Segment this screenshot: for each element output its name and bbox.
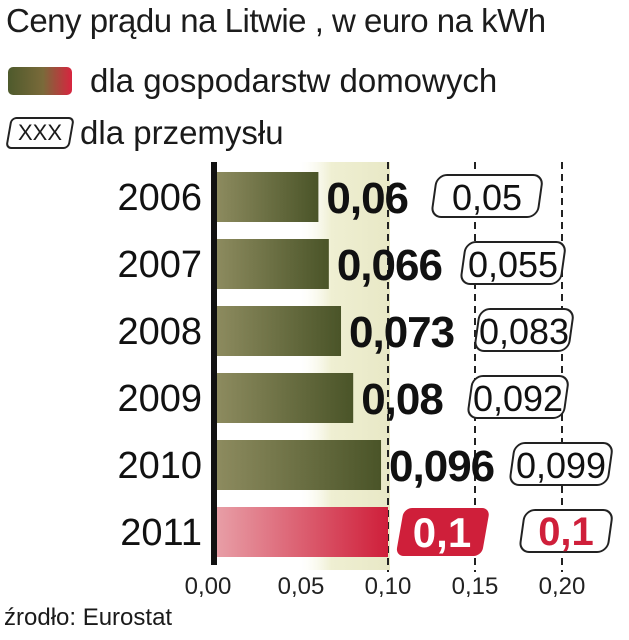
year-label-2010: 2010 <box>117 445 202 487</box>
bar-households-2010 <box>214 440 382 490</box>
bar-chart: 2006 0,06 0,05 2007 0,066 0,055 2008 0,073 0,083… <box>117 162 613 600</box>
value-box-industry-2011 <box>519 509 613 553</box>
year-label-2006: 2006 <box>117 177 202 219</box>
bar-households-2006 <box>214 172 319 222</box>
x-tick-2: 0,10 <box>365 573 412 600</box>
legend-label-industry: dla przemysłu <box>80 114 284 151</box>
x-tick-1: 0,05 <box>278 573 325 600</box>
value-industry-2010: 0,099 <box>516 445 606 486</box>
legend-swatch-households <box>8 67 72 95</box>
bar-households-2011 <box>214 507 388 557</box>
value-households-2009: 0,08 <box>361 375 443 424</box>
year-label-2011: 2011 <box>120 512 202 554</box>
value-box-households-2011 <box>396 508 489 556</box>
year-label-2009: 2009 <box>117 378 202 420</box>
value-households-2011: 0,1 <box>413 509 471 556</box>
value-households-2006: 0,06 <box>326 174 408 223</box>
legend-households: dla gospodarstw domowych <box>8 62 497 100</box>
value-box-industry-2010 <box>509 442 613 486</box>
value-box-industry-2008 <box>474 308 574 352</box>
bar-households-2009 <box>214 373 354 423</box>
value-households-2008: 0,073 <box>349 308 454 357</box>
value-industry-2011: 0,1 <box>538 510 594 554</box>
x-tick-4: 0,20 <box>539 573 586 600</box>
value-industry-2007: 0,055 <box>468 244 558 285</box>
highlight-band <box>300 162 390 570</box>
legend-label-households: dla gospodarstw domowych <box>90 62 498 99</box>
x-tick-3: 0,15 <box>452 573 499 600</box>
bar-households-2008 <box>214 306 342 356</box>
chart-title: Ceny prądu na Litwie , w euro na kWh <box>6 2 546 39</box>
value-box-industry-2007 <box>460 241 566 285</box>
value-industry-2009: 0,092 <box>473 378 563 419</box>
value-box-industry-2006 <box>431 174 543 218</box>
value-industry-2008: 0,083 <box>479 311 569 352</box>
x-tick-0: 0,00 <box>185 573 232 600</box>
source-note: źrodło: Eurostat <box>4 604 173 631</box>
value-industry-2006: 0,05 <box>452 177 522 218</box>
value-households-2010: 0,096 <box>389 442 494 491</box>
legend-industry: XXX dla przemysłu <box>5 114 284 152</box>
value-households-2007: 0,066 <box>337 241 442 290</box>
bar-households-2007 <box>214 239 329 289</box>
value-box-industry-2009 <box>467 375 569 419</box>
year-label-2008: 2008 <box>117 311 202 353</box>
year-label-2007: 2007 <box>117 244 202 286</box>
